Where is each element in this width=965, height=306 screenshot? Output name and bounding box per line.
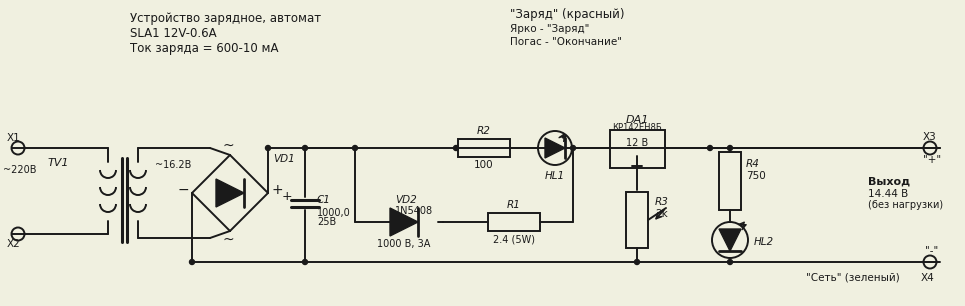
Text: ~: ~ — [222, 139, 234, 153]
Circle shape — [707, 145, 712, 151]
Text: R2: R2 — [477, 126, 491, 136]
Text: 100: 100 — [474, 160, 494, 170]
Circle shape — [265, 145, 270, 151]
Text: TV1: TV1 — [47, 158, 69, 168]
Text: 12 В: 12 В — [626, 138, 648, 148]
FancyBboxPatch shape — [719, 152, 741, 210]
FancyBboxPatch shape — [458, 139, 510, 157]
FancyBboxPatch shape — [626, 192, 648, 248]
Polygon shape — [545, 138, 565, 158]
Text: 1N5408: 1N5408 — [395, 206, 433, 216]
Circle shape — [635, 259, 640, 264]
Text: +: + — [282, 189, 292, 203]
FancyBboxPatch shape — [610, 130, 665, 168]
Text: −: − — [178, 183, 189, 197]
Text: VD1: VD1 — [273, 154, 294, 164]
Circle shape — [454, 145, 458, 151]
Text: Ток заряда = 600-10 мА: Ток заряда = 600-10 мА — [130, 42, 279, 55]
Text: 2.4 (5W): 2.4 (5W) — [493, 234, 535, 244]
Circle shape — [302, 145, 308, 151]
Text: HL1: HL1 — [545, 171, 565, 181]
Text: "Сеть" (зеленый): "Сеть" (зеленый) — [806, 273, 899, 283]
FancyBboxPatch shape — [488, 213, 540, 231]
Circle shape — [728, 259, 732, 264]
Text: (без нагрузки): (без нагрузки) — [868, 200, 943, 210]
Text: 25В: 25В — [317, 217, 336, 227]
Text: "+": "+" — [923, 155, 941, 165]
Circle shape — [728, 145, 732, 151]
Text: ~220В: ~220В — [3, 165, 37, 175]
Text: X4: X4 — [922, 273, 935, 283]
Text: +: + — [271, 183, 283, 197]
Text: 2k: 2k — [655, 209, 668, 219]
Text: Устройство зарядное, автомат: Устройство зарядное, автомат — [130, 12, 321, 25]
Text: X1: X1 — [7, 133, 21, 143]
Text: Выход: Выход — [868, 177, 910, 187]
Text: R4: R4 — [746, 159, 759, 169]
Text: 14.44 В: 14.44 В — [868, 189, 908, 199]
Text: X3: X3 — [924, 132, 937, 142]
Polygon shape — [216, 179, 244, 207]
Polygon shape — [719, 229, 741, 251]
Text: DA1: DA1 — [625, 115, 648, 125]
Text: 1000,0: 1000,0 — [317, 208, 350, 218]
Text: C1: C1 — [317, 195, 331, 205]
Circle shape — [302, 259, 308, 264]
Circle shape — [352, 145, 357, 151]
Text: HL2: HL2 — [754, 237, 774, 247]
Circle shape — [189, 259, 195, 264]
Text: Ярко - "Заряд": Ярко - "Заряд" — [510, 24, 590, 34]
Text: Погас - "Окончание": Погас - "Окончание" — [510, 37, 622, 47]
Text: ~: ~ — [222, 233, 234, 247]
Text: R3: R3 — [655, 197, 669, 207]
Text: 1000 В, 3А: 1000 В, 3А — [377, 239, 430, 249]
Text: ~16.2В: ~16.2В — [155, 160, 191, 170]
Polygon shape — [390, 208, 418, 236]
Text: "-": "-" — [925, 245, 939, 255]
Text: "Заряд" (красный): "Заряд" (красный) — [510, 8, 624, 21]
Text: SLA1 12V-0.6A: SLA1 12V-0.6A — [130, 27, 216, 40]
Text: R1: R1 — [507, 200, 521, 210]
Circle shape — [570, 145, 575, 151]
Text: КР142ЕН8Б: КР142ЕН8Б — [612, 124, 662, 132]
Text: X2: X2 — [7, 239, 21, 249]
Text: 750: 750 — [746, 171, 766, 181]
Text: VD2: VD2 — [395, 195, 417, 205]
